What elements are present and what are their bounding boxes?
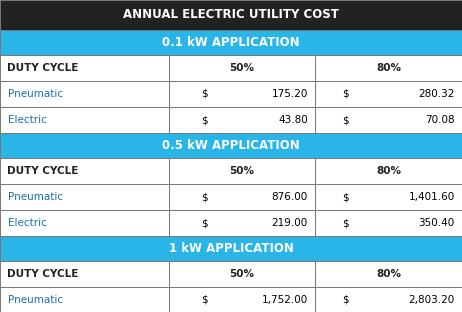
Bar (169, 261, 315, 287)
Text: $: $ (342, 218, 348, 228)
Text: Pneumatic: Pneumatic (8, 89, 63, 99)
Text: 0.1 kW APPLICATION: 0.1 kW APPLICATION (162, 36, 300, 49)
Text: DUTY CYCLE: DUTY CYCLE (7, 166, 78, 176)
Bar (169, 210, 315, 236)
Text: 80%: 80% (376, 166, 401, 176)
Text: 50%: 50% (230, 166, 255, 176)
Bar (0, 107, 169, 133)
Text: 0.5 kW APPLICATION: 0.5 kW APPLICATION (162, 139, 300, 152)
Bar (0, 133, 462, 158)
Text: Pneumatic: Pneumatic (8, 192, 63, 202)
Text: 1,752.00: 1,752.00 (262, 295, 308, 305)
Text: $: $ (342, 89, 348, 99)
Text: $: $ (201, 218, 207, 228)
Text: $: $ (201, 295, 207, 305)
Bar (0, 0, 462, 30)
Text: $: $ (342, 295, 348, 305)
Text: 175.20: 175.20 (272, 89, 308, 99)
Text: 50%: 50% (230, 269, 255, 279)
Text: $: $ (201, 115, 207, 125)
Text: ANNUAL ELECTRIC UTILITY COST: ANNUAL ELECTRIC UTILITY COST (123, 8, 339, 22)
Bar (0, 210, 169, 236)
Text: 876.00: 876.00 (272, 192, 308, 202)
Text: 219.00: 219.00 (272, 218, 308, 228)
Bar (0, 184, 169, 210)
Bar (315, 184, 462, 210)
Text: 80%: 80% (376, 63, 401, 73)
Bar (0, 30, 462, 55)
Text: DUTY CYCLE: DUTY CYCLE (7, 269, 78, 279)
Bar (315, 210, 462, 236)
Bar (169, 287, 315, 312)
Bar (315, 55, 462, 81)
Bar (315, 261, 462, 287)
Text: Pneumatic: Pneumatic (8, 295, 63, 305)
Text: 70.08: 70.08 (425, 115, 455, 125)
Text: 2,803.20: 2,803.20 (408, 295, 455, 305)
Bar (315, 287, 462, 312)
Text: 43.80: 43.80 (278, 115, 308, 125)
Bar (315, 158, 462, 184)
Text: $: $ (342, 192, 348, 202)
Text: 50%: 50% (230, 63, 255, 73)
Bar (169, 184, 315, 210)
Text: Electric: Electric (8, 218, 47, 228)
Bar (169, 158, 315, 184)
Text: $: $ (201, 192, 207, 202)
Text: 350.40: 350.40 (419, 218, 455, 228)
Bar (169, 55, 315, 81)
Bar (315, 81, 462, 107)
Text: 1,401.60: 1,401.60 (408, 192, 455, 202)
Text: $: $ (201, 89, 207, 99)
Bar (0, 287, 169, 312)
Text: $: $ (342, 115, 348, 125)
Bar (315, 107, 462, 133)
Bar (169, 81, 315, 107)
Bar (0, 55, 169, 81)
Text: Electric: Electric (8, 115, 47, 125)
Bar (0, 261, 169, 287)
Text: DUTY CYCLE: DUTY CYCLE (7, 63, 78, 73)
Text: 280.32: 280.32 (418, 89, 455, 99)
Bar (169, 107, 315, 133)
Bar (0, 158, 169, 184)
Text: 1 kW APPLICATION: 1 kW APPLICATION (169, 242, 293, 255)
Text: 80%: 80% (376, 269, 401, 279)
Bar (0, 81, 169, 107)
Bar (0, 236, 462, 261)
